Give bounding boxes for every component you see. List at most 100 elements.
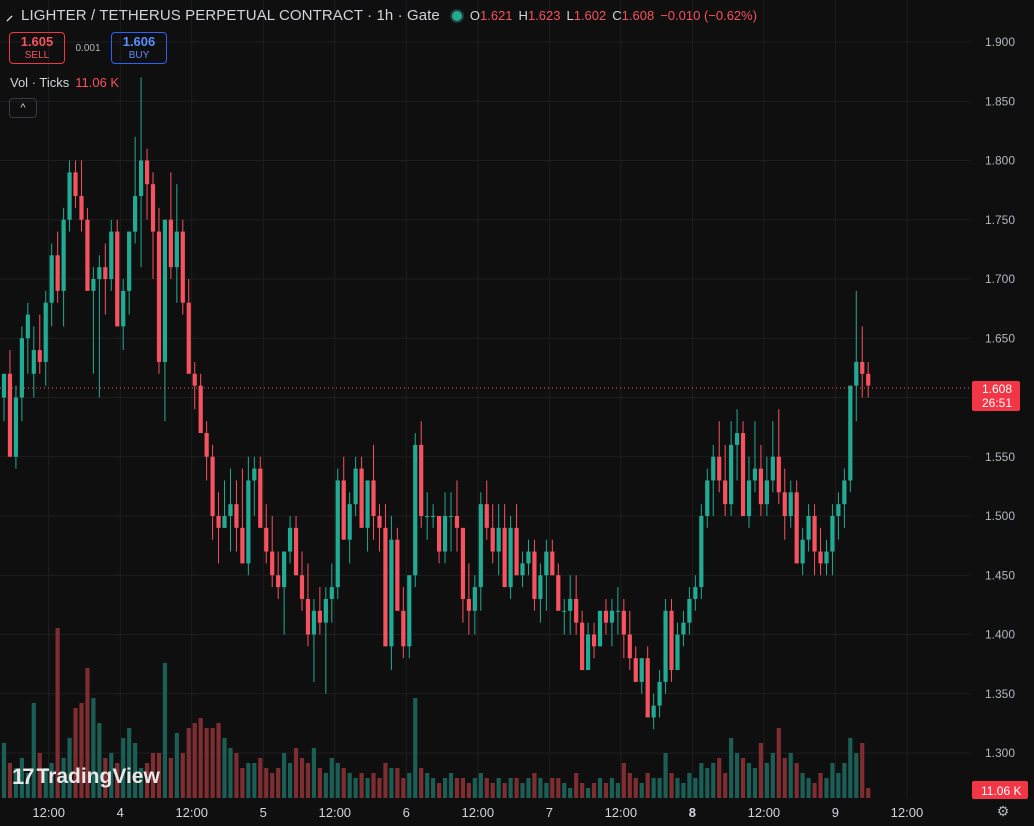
volume-bar (341, 768, 346, 798)
candle-body (782, 492, 787, 516)
candle-body (317, 610, 322, 623)
volume-bar (603, 783, 609, 798)
candle-body (705, 480, 710, 516)
candle-body (436, 516, 442, 552)
candle-body (860, 361, 865, 374)
candle-body (228, 504, 233, 516)
time-axis[interactable]: 12:00 4 12:00 5 12:00 6 12:00 7 12:00 8 12:00 9 12:0… (32, 805, 923, 820)
volume-bar (723, 773, 728, 798)
volume-bar (1, 743, 7, 798)
candle-body (580, 622, 585, 671)
volume-bar (538, 778, 543, 798)
y-tick-label: 1.500 (985, 509, 1015, 523)
candle-body (466, 598, 471, 611)
candle-body (168, 219, 173, 268)
candle-body (55, 255, 60, 291)
symbol-flag-icon: ⸝ (6, 7, 13, 23)
candle-body (669, 610, 674, 671)
candle-body (836, 504, 841, 516)
last-price-label: 1.608 26:51 (972, 381, 1020, 412)
volume-bar (192, 723, 197, 798)
chevron-up-icon: ^ (20, 102, 26, 114)
candle-body (383, 527, 388, 647)
collapse-indicators-button[interactable]: ^ (9, 98, 37, 118)
volume-bars (1, 628, 871, 798)
buy-price: 1.606 (122, 34, 156, 49)
volume-bar (138, 768, 144, 798)
volume-bar (836, 773, 841, 798)
ohlc-readout: O1.621 H1.623 L1.602 C1.608 −0.010 (−0.6… (470, 8, 757, 23)
volume-bar (663, 753, 668, 798)
volume-bar (246, 763, 251, 798)
volume-bar (675, 778, 680, 798)
y-tick-label: 1.400 (985, 628, 1015, 642)
volume-bar (49, 763, 54, 798)
low-value: 1.602 (573, 8, 607, 23)
volume-bar (264, 768, 269, 798)
trade-panel: 1.605 SELL 0.001 1.606 BUY (9, 32, 167, 64)
tradingview-logo[interactable]: 17 TradingView (12, 764, 160, 790)
volume-bar (460, 778, 466, 798)
volume-bar (705, 768, 710, 798)
sell-button[interactable]: 1.605 SELL (9, 32, 65, 64)
volume-bar (359, 773, 364, 798)
high-value: 1.623 (527, 8, 561, 23)
candle-body (508, 527, 513, 588)
volume-bar (740, 758, 746, 798)
candle-body (204, 433, 209, 457)
candle-body (258, 468, 263, 528)
volume-bar (305, 763, 311, 798)
volume-bar (788, 753, 793, 798)
volume-bar (681, 783, 686, 798)
x-tick-label: 7 (546, 805, 553, 820)
candle-body (812, 516, 817, 552)
volume-bar (174, 733, 179, 798)
market-status-icon[interactable] (451, 10, 462, 21)
candle-body (293, 527, 299, 576)
volume-bar (514, 778, 519, 798)
volume-bar (282, 753, 287, 798)
candle-body (454, 516, 460, 528)
volume-bar (752, 768, 758, 798)
buy-label: BUY (128, 50, 150, 61)
volume-bar (669, 773, 674, 798)
volume-bar (556, 778, 561, 798)
candle-body (848, 385, 853, 481)
volume-bar (609, 778, 615, 798)
candle-body (448, 516, 454, 517)
x-tick-label: 12:00 (748, 805, 781, 820)
candle-body (85, 219, 90, 291)
candle-body (657, 681, 662, 706)
volume-bar (597, 778, 603, 798)
candle-body (717, 456, 722, 481)
volume-legend[interactable]: Vol · Ticks 11.06 K (10, 75, 119, 90)
candle-body (663, 610, 668, 682)
candle-body (532, 551, 537, 599)
volume-bar (693, 778, 698, 798)
buy-button[interactable]: 1.606 BUY (111, 32, 167, 64)
candle-body (425, 516, 430, 517)
candle-body (79, 196, 84, 220)
volume-legend-label: Vol · Ticks (10, 75, 70, 90)
candle-body (824, 551, 829, 564)
volume-bar (407, 773, 412, 798)
symbol-title[interactable]: LIGHTER / TETHERUS PERPETUAL CONTRACT · … (21, 7, 440, 24)
volume-bar (848, 738, 853, 798)
candle-body (615, 610, 620, 612)
volume-bar (466, 783, 471, 798)
volume-bar (162, 663, 168, 798)
candle-body (37, 350, 42, 362)
volume-bar (717, 758, 722, 798)
gear-icon[interactable]: ⚙ (996, 803, 1010, 819)
candle-body (639, 658, 644, 682)
candle-body (353, 468, 358, 505)
volume-bar (115, 763, 120, 798)
candle-body (234, 504, 239, 528)
candle-body (675, 634, 680, 671)
candle-body (490, 527, 495, 552)
volume-bar (103, 758, 108, 798)
y-tick-label: 1.900 (985, 35, 1015, 49)
candle-body (49, 255, 54, 303)
volume-bar (699, 763, 704, 798)
